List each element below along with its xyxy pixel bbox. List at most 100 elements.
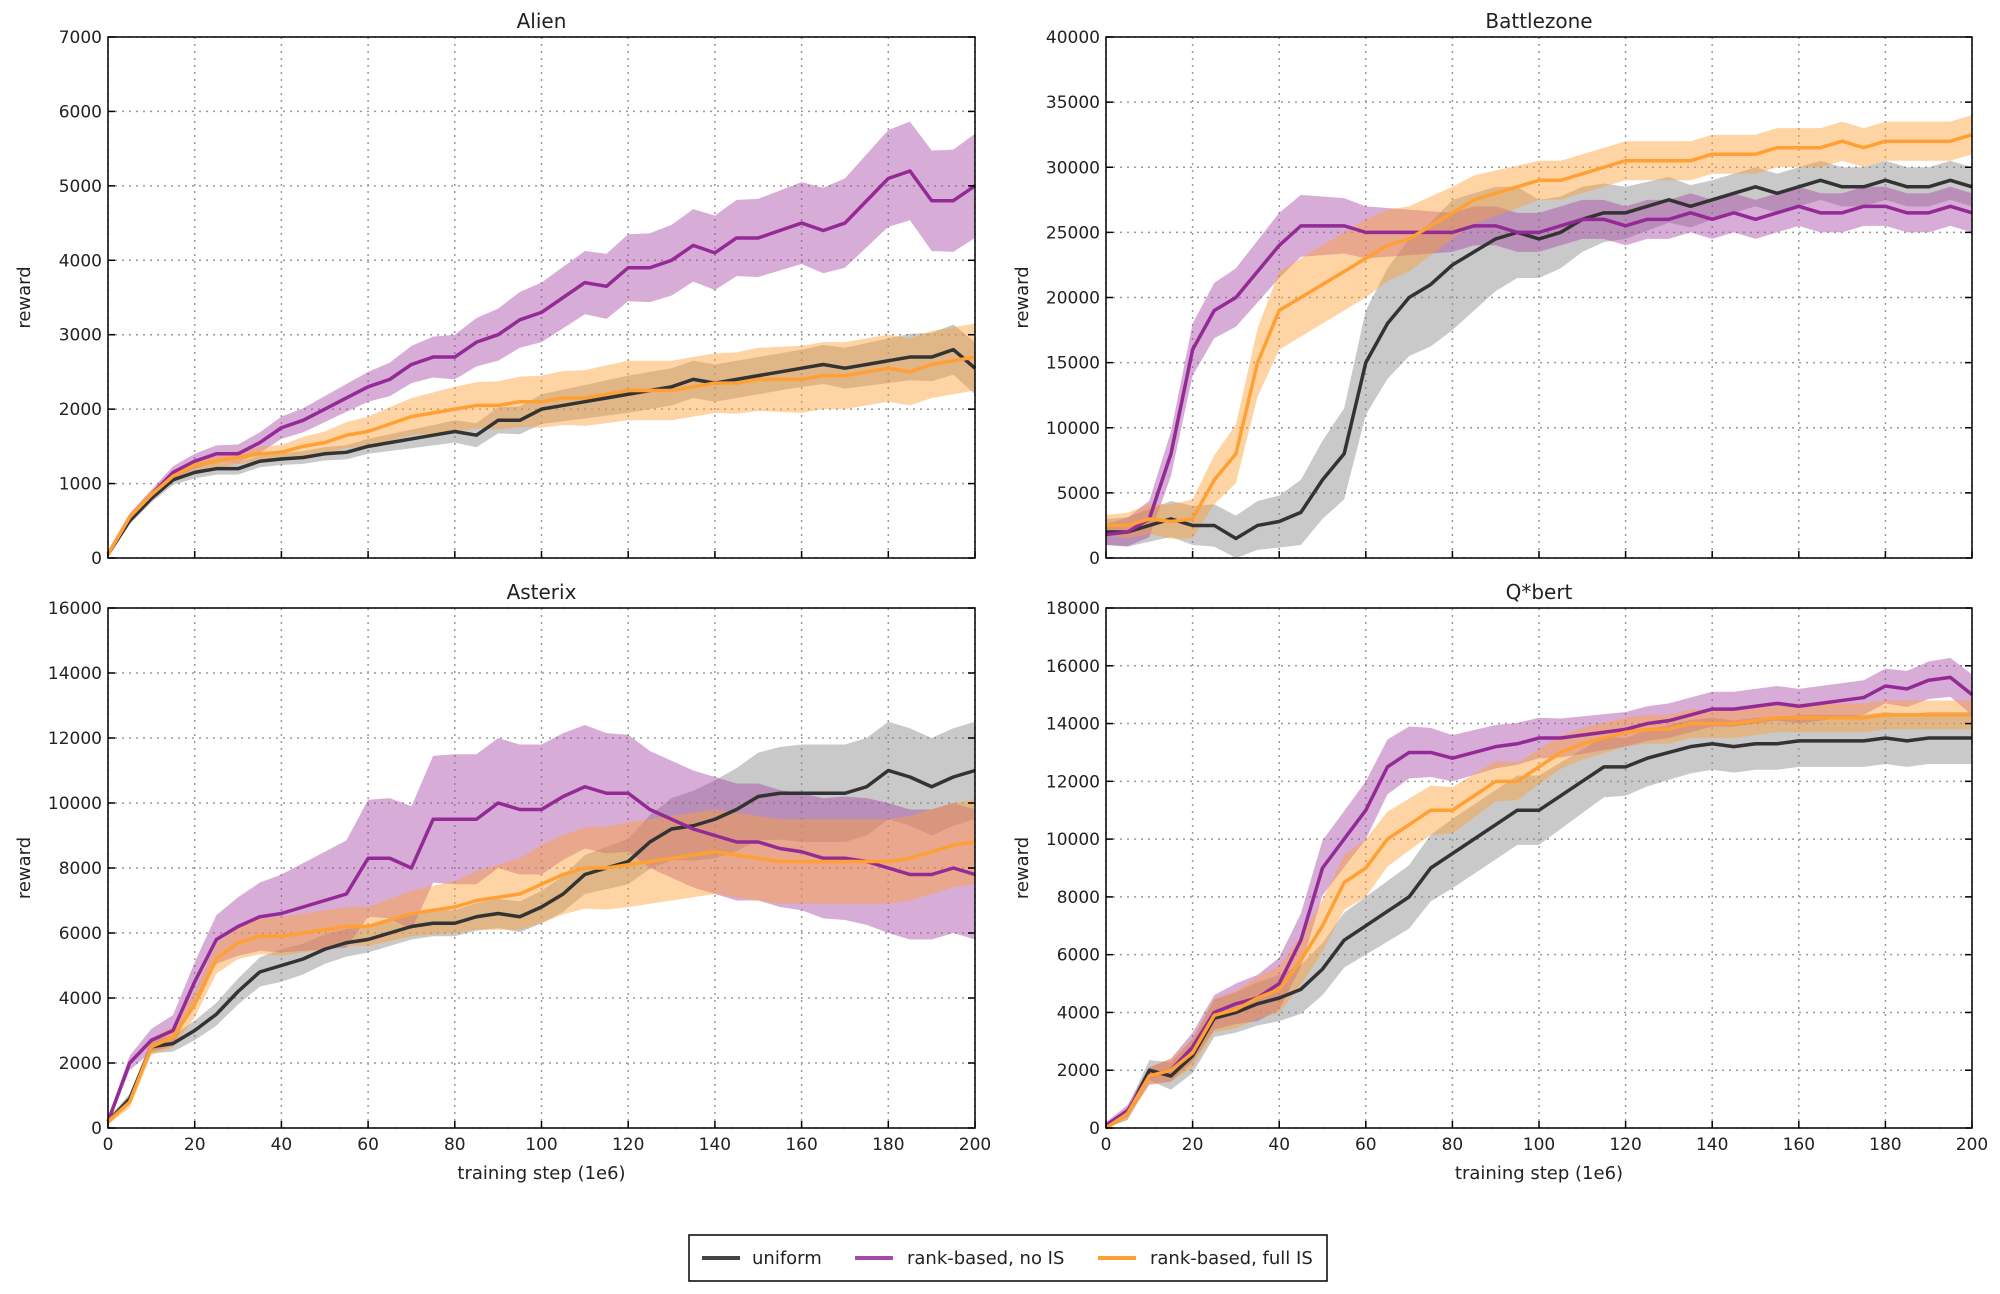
- y-tick-label: 25000: [1046, 223, 1100, 243]
- y-tick-label: 16000: [48, 599, 102, 619]
- band-rank-based-no-IS: [1106, 657, 1972, 1128]
- y-tick-label: 8000: [1057, 888, 1100, 908]
- x-tick-label: 0: [1101, 1135, 1112, 1155]
- chart-title: Alien: [517, 9, 567, 33]
- y-tick-label: 10000: [1046, 419, 1100, 439]
- y-tick-label: 6000: [59, 102, 102, 122]
- y-tick-label: 4000: [59, 989, 102, 1009]
- series-line-uniform: [106, 347, 977, 556]
- y-tick-label: 40000: [1046, 28, 1100, 48]
- x-tick-label: 160: [785, 1135, 817, 1155]
- x-tick-label: 20: [184, 1135, 206, 1155]
- band-rank-based-no-IS: [1106, 186, 1972, 547]
- y-tick-label: 35000: [1046, 93, 1100, 113]
- series-line-rank-based-no-IS: [106, 169, 976, 556]
- series-line-rank-based-no-IS: [106, 785, 976, 1123]
- panel-alien: 0 1000 2000 3000 4000 5000 6000 7000 Alien reward: [14, 9, 977, 569]
- y-tick-label: 8000: [59, 859, 102, 879]
- y-tick-label: 6000: [59, 924, 102, 944]
- y-axis-label: reward: [14, 266, 35, 328]
- y-tick-label: 2000: [1057, 1061, 1100, 1081]
- x-tick-label: 40: [271, 1135, 293, 1155]
- y-tick-label: 3000: [59, 326, 102, 346]
- x-tick-label: 180: [872, 1135, 904, 1155]
- y-tick-label: 18000: [1046, 599, 1100, 619]
- x-tick-label: 80: [444, 1135, 466, 1155]
- y-tick-label: 10000: [48, 794, 102, 814]
- band-rank-based-full-IS: [1106, 115, 1972, 539]
- legend-label-uniform: uniform: [752, 1248, 822, 1269]
- x-tick-label: 100: [525, 1135, 557, 1155]
- series-line-rank-based-full-IS: [1106, 133, 1973, 528]
- x-tick-label: 40: [1268, 1135, 1290, 1155]
- y-axis-label: reward: [14, 837, 35, 899]
- legend: uniform rank-based, no IS rank-based, fu…: [688, 1234, 1328, 1282]
- series-line-uniform: [106, 768, 976, 1123]
- legend-label-rank-no-is: rank-based, no IS: [907, 1248, 1064, 1269]
- y-tick-label: 1000: [59, 475, 102, 495]
- y-tick-label: 5000: [1057, 484, 1100, 504]
- y-tick-label: 0: [1089, 1119, 1100, 1139]
- series-line-uniform: [1106, 178, 1973, 541]
- y-tick-label: 14000: [48, 664, 102, 684]
- y-tick-label: 20000: [1046, 289, 1100, 309]
- x-tick-label: 120: [612, 1135, 644, 1155]
- y-tick-label: 10000: [1046, 830, 1100, 850]
- chart-title: Q*bert: [1506, 580, 1573, 604]
- y-tick-label: 4000: [59, 251, 102, 271]
- y-tick-label: 7000: [59, 28, 102, 48]
- y-tick-label: 14000: [1046, 715, 1100, 735]
- band-uniform: [108, 721, 975, 1125]
- band-rank-based-no-IS: [108, 121, 975, 557]
- series-line-rank-based-full-IS: [106, 355, 976, 556]
- y-tick-label: 0: [91, 1119, 102, 1139]
- series-line-uniform: [1105, 736, 1972, 1130]
- y-axis-label: reward: [1012, 837, 1033, 899]
- chart-title: Battlezone: [1485, 9, 1592, 33]
- band-rank-based-full-IS: [108, 799, 975, 1125]
- band-rank-based-no-IS: [108, 725, 975, 1125]
- y-tick-label: 30000: [1046, 158, 1100, 178]
- legend-label-rank-full-is: rank-based, full IS: [1150, 1248, 1313, 1269]
- y-tick-label: 12000: [48, 729, 102, 749]
- band-uniform: [108, 324, 975, 557]
- y-tick-label: 12000: [1046, 772, 1100, 792]
- x-tick-label: 60: [357, 1135, 379, 1155]
- x-tick-label: 20: [1182, 1135, 1204, 1155]
- x-tick-label: 160: [1783, 1135, 1815, 1155]
- x-tick-label: 0: [103, 1135, 114, 1155]
- y-tick-label: 4000: [1057, 1003, 1100, 1023]
- series-line-rank-based-no-IS: [1105, 204, 1973, 537]
- y-tick-label: 5000: [59, 177, 102, 197]
- x-tick-label: 180: [1869, 1135, 1901, 1155]
- chart-title: Asterix: [507, 580, 577, 604]
- y-tick-label: 16000: [1046, 657, 1100, 677]
- x-tick-label: 100: [1523, 1135, 1555, 1155]
- series-line-rank-based-full-IS: [1105, 713, 1972, 1130]
- x-tick-label: 140: [1696, 1135, 1728, 1155]
- y-tick-label: 6000: [1057, 946, 1100, 966]
- y-tick-label: 2000: [59, 1054, 102, 1074]
- x-tick-label: 120: [1609, 1135, 1641, 1155]
- y-tick-label: 15000: [1046, 354, 1100, 374]
- series-line-rank-based-full-IS: [106, 840, 976, 1123]
- y-tick-label: 0: [91, 549, 102, 569]
- band-rank-based-full-IS: [108, 323, 975, 557]
- x-tick-label: 200: [959, 1135, 991, 1155]
- panel-qbert: 0200040006000800010000120001400016000180…: [1012, 580, 1988, 1184]
- legend-box: [688, 1234, 1328, 1282]
- y-axis-label: reward: [1012, 266, 1033, 328]
- x-tick-label: 60: [1355, 1135, 1377, 1155]
- x-axis-label: training step (1e6): [457, 1163, 625, 1184]
- x-tick-label: 200: [1956, 1135, 1988, 1155]
- y-tick-label: 0: [1089, 549, 1100, 569]
- band-uniform: [1106, 160, 1972, 559]
- panel-asterix: 0 2000 4000 6000 8000 10000 12000 14000 16000 0 20…: [14, 580, 991, 1184]
- band-uniform: [1106, 712, 1972, 1128]
- x-axis-label: training step (1e6): [1455, 1163, 1623, 1184]
- x-tick-label: 80: [1442, 1135, 1464, 1155]
- x-tick-label: 140: [699, 1135, 731, 1155]
- y-tick-label: 2000: [59, 400, 102, 420]
- panel-battlezone: 0 5000 10000 15000 20000 25000 30000 35000 40000…: [1012, 9, 1973, 569]
